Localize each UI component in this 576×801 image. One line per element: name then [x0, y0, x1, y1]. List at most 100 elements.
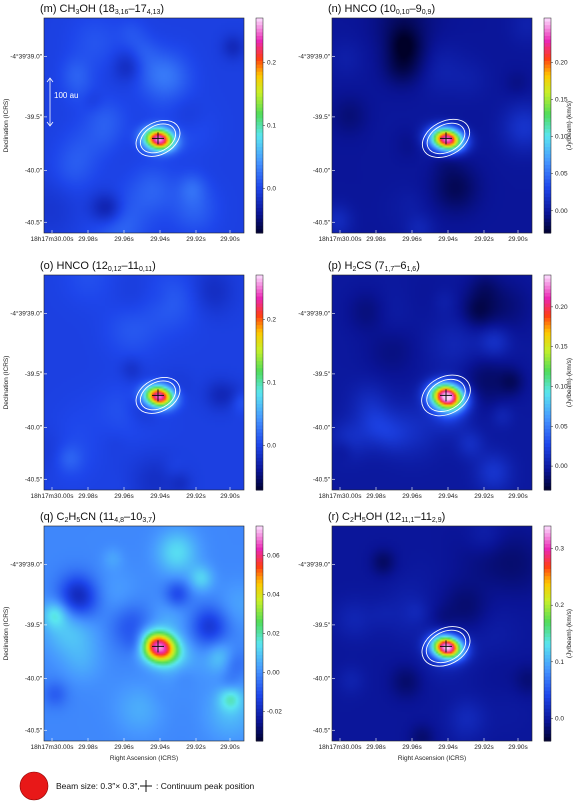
chart-title-part: ) [416, 260, 420, 272]
y-tick-label: -40.0″ [313, 425, 331, 432]
continuum-peak-cross-icon [440, 640, 452, 653]
y-tick-label: -40.0″ [25, 425, 43, 432]
y-tick-label: -39.5″ [313, 622, 331, 629]
contour-line [426, 378, 466, 412]
chart-title-part: 0,9 [422, 9, 432, 16]
contour-line [421, 626, 471, 667]
panel-p: (p) H2CS (71,7–61,6) 18h17m30.00s 29.98s 29… [288, 257, 576, 519]
contour-line [421, 118, 471, 158]
chart-title-part: ) [152, 511, 156, 523]
y-tick-label: -40.0″ [25, 168, 43, 175]
chart-title-part: ) [442, 511, 446, 523]
y-tick-label: -39.5″ [25, 371, 43, 378]
scale-bar: 100 au [46, 77, 78, 127]
chart-title-part: 0,11 [139, 266, 152, 273]
y-axis-label: Declination (ICRS) [3, 607, 10, 661]
colorbar-tick-label: 0.20 [555, 304, 568, 311]
map-frame [43, 525, 245, 742]
panel-q: (q) C2H5CN (114,8–103,7) 18h17m30.00s 29.9… [0, 508, 288, 770]
colorbar-tick-label: 0.06 [267, 552, 280, 559]
colorbar-label: (Jy/beam)·(km/s) [566, 358, 573, 407]
chart-svg-r: (r) C2H5OH (1211,1–112,9) 18h17m30.00s 29.… [298, 511, 573, 762]
heatmap-image [332, 18, 532, 233]
colorbar-tick-label: 0.15 [555, 344, 568, 351]
chart-title-part: CS (7 [356, 260, 384, 272]
chart-title: (m) CH3OH (183,16–174,13) [40, 3, 164, 16]
chart-title-part: ) [152, 260, 156, 272]
x-tick-label: 29.96s [402, 493, 422, 500]
y-tick-label: -4°39′39.0″ [10, 53, 42, 61]
colorbar-tick-label: 0.00 [555, 463, 568, 470]
y-tick-label: -39.5″ [25, 622, 43, 629]
x-tick-label: 29.98s [78, 493, 98, 500]
x-tick-label: 29.92s [186, 493, 206, 500]
map-frame [331, 17, 533, 234]
colorbar-tick-label: 0.15 [555, 97, 568, 104]
y-tick-label: -40.5″ [25, 219, 43, 226]
chart-title-part: (m) CH [40, 3, 75, 15]
y-tick-label: -40.5″ [313, 727, 331, 734]
colorbar [255, 525, 264, 742]
colorbar-tick-label: 0.00 [267, 670, 280, 677]
x-tick-label: 18h17m30.00s [318, 493, 362, 500]
colorbar [543, 274, 552, 491]
chart-title-part: CN (11 [80, 511, 114, 523]
x-axis-label: Right Ascension (ICRS) [398, 755, 466, 762]
chart-title-part: (r) C [328, 511, 350, 523]
chart-title-part: 0,12 [108, 266, 122, 273]
x-tick-label: 18h17m30.00s [30, 744, 74, 751]
x-tick-label: 29.94s [150, 744, 170, 751]
x-tick-label: 29.92s [474, 744, 494, 751]
chart-title-part: 1,7 [384, 266, 394, 273]
y-tick-label: -40.0″ [313, 168, 331, 175]
chart-title-part: 3,16 [115, 9, 129, 16]
chart-title-part: ) [431, 3, 435, 15]
scale-bar-label: 100 au [54, 91, 78, 100]
colorbar-tick-label: 0.0 [267, 443, 276, 450]
chart-title-part: (p) H [328, 260, 353, 272]
x-tick-label: 29.96s [402, 236, 422, 243]
chart-title-part: 1,6 [406, 266, 416, 273]
chart-title-part: –11 [121, 260, 139, 272]
chart-title-part: –17 [128, 3, 146, 15]
colorbar-tick-label: 0.04 [267, 591, 280, 598]
chart-title-part: –6 [394, 260, 406, 272]
chart-title-part: (n) HNCO (10 [328, 3, 396, 15]
colorbar-tick-label: 0.2 [267, 316, 276, 323]
colorbar-tick-label: 0.05 [555, 171, 568, 178]
colorbar [255, 274, 264, 491]
continuum-peak-cross-icon [440, 389, 452, 402]
x-tick-label: 18h17m30.00s [30, 236, 74, 243]
x-tick-label: 29.96s [114, 493, 134, 500]
y-tick-label: -4°39′39.0″ [298, 53, 330, 61]
chart-title: (o) HNCO (120,12–110,11) [40, 260, 156, 273]
chart-title: (p) H2CS (71,7–61,6) [328, 260, 420, 273]
colorbar-label: (Jy/beam)·(km/s) [566, 101, 573, 150]
x-tick-label: 18h17m30.00s [318, 744, 362, 751]
chart-title-part: H [354, 511, 362, 523]
x-tick-label: 18h17m30.00s [318, 236, 362, 243]
x-tick-label: 29.90s [508, 493, 528, 500]
chart-title-part: 5 [362, 517, 366, 524]
colorbar-tick-label: 0.20 [555, 59, 568, 66]
heatmap-image [44, 18, 244, 233]
chart-title-part: 2 [350, 517, 354, 524]
y-tick-label: -39.5″ [25, 114, 43, 121]
x-tick-label: 29.96s [114, 744, 134, 751]
colorbar-label: (Jy/beam)·(km/s) [566, 609, 573, 658]
y-tick-label: -40.5″ [25, 476, 43, 483]
x-tick-label: 29.98s [366, 744, 386, 751]
y-tick-label: -40.5″ [25, 727, 43, 734]
map-frame [43, 17, 245, 234]
chart-title-part: 11,1 [401, 517, 414, 524]
x-tick-label: 29.98s [78, 744, 98, 751]
chart-svg-n: (n) HNCO (100,10–90,9) 18h17m30.00s 29.98s… [298, 3, 573, 243]
chart-title-part: OH (18 [79, 3, 114, 15]
x-tick-label: 29.98s [366, 236, 386, 243]
y-tick-label: -40.0″ [313, 676, 331, 683]
map-frame [43, 274, 245, 491]
panel-n: (n) HNCO (100,10–90,9) 18h17m30.00s 29.98s… [288, 0, 576, 262]
chart-title-part: 2 [352, 266, 356, 273]
chart-title: (q) C2H5CN (114,8–103,7) [40, 511, 156, 524]
x-tick-label: 29.98s [78, 236, 98, 243]
